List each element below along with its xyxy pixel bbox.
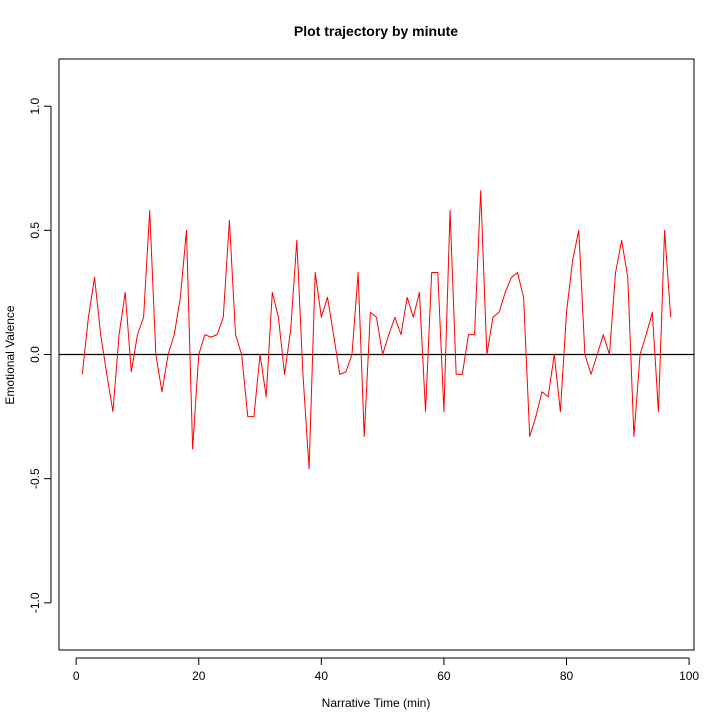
y-tick-label: -0.5 — [28, 468, 42, 489]
y-tick-label: 1.0 — [28, 98, 42, 115]
x-tick-label: 0 — [73, 669, 80, 683]
x-tick-label: 100 — [679, 669, 699, 683]
y-axis-label: Emotional Valence — [3, 305, 17, 404]
y-tick-label: -1.0 — [28, 592, 42, 613]
y-tick-label: 0.0 — [28, 346, 42, 363]
x-tick-label: 60 — [437, 669, 451, 683]
y-axis: -1.0 -0.5 0.0 0.5 1.0 — [28, 98, 52, 613]
x-axis: 0 20 40 60 80 100 — [73, 657, 699, 683]
series-layer — [81, 190, 672, 470]
series-line — [81, 190, 672, 470]
x-axis-label: Narrative Time (min) — [322, 696, 431, 710]
x-tick-label: 20 — [192, 669, 206, 683]
x-tick-label: 80 — [560, 669, 574, 683]
chart-title: Plot trajectory by minute — [294, 23, 458, 39]
x-tick-label: 40 — [315, 669, 329, 683]
y-tick-label: 0.5 — [28, 222, 42, 239]
